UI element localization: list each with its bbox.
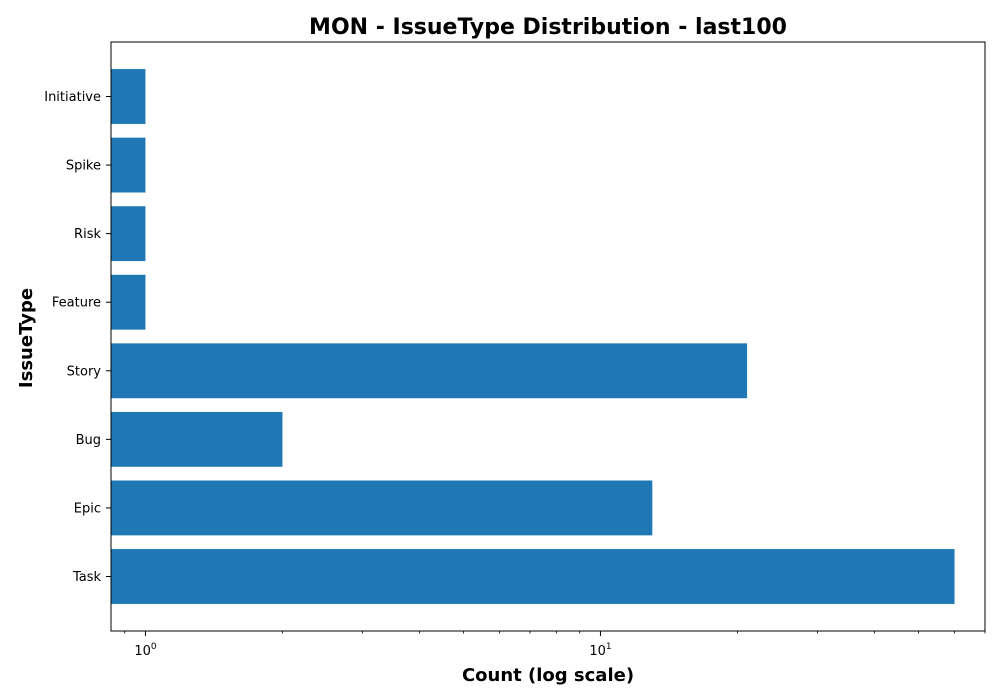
bar-epic <box>111 480 653 536</box>
bar-initiative <box>111 69 146 124</box>
y-tick-label: Spike <box>66 159 101 174</box>
y-axis-label: IssueType <box>16 288 37 388</box>
x-tick-label: 100 <box>134 642 157 659</box>
y-tick-label: Initiative <box>44 90 101 105</box>
bar-story <box>111 343 748 399</box>
bar-spike <box>111 137 146 193</box>
axes-frame <box>110 41 986 632</box>
y-tick-label: Story <box>67 364 102 379</box>
y-tick-label: Risk <box>74 227 101 242</box>
bar-risk <box>111 206 146 262</box>
x-axis-label: Count (log scale) <box>462 665 634 686</box>
x-tick-label: 101 <box>589 642 611 659</box>
y-tick-label: Feature <box>52 296 101 311</box>
bar-bug <box>111 411 283 467</box>
y-tick-label: Epic <box>74 501 101 516</box>
bar-task <box>111 549 955 604</box>
plot-area: Task Epic Bug Story Feature Risk Spike Initiati… <box>44 41 986 659</box>
y-tick-label: Task <box>72 570 102 585</box>
bar-feature <box>111 274 146 330</box>
y-tick-label: Bug <box>76 433 101 448</box>
chart-title: MON - IssueType Distribution - last100 <box>309 15 787 40</box>
